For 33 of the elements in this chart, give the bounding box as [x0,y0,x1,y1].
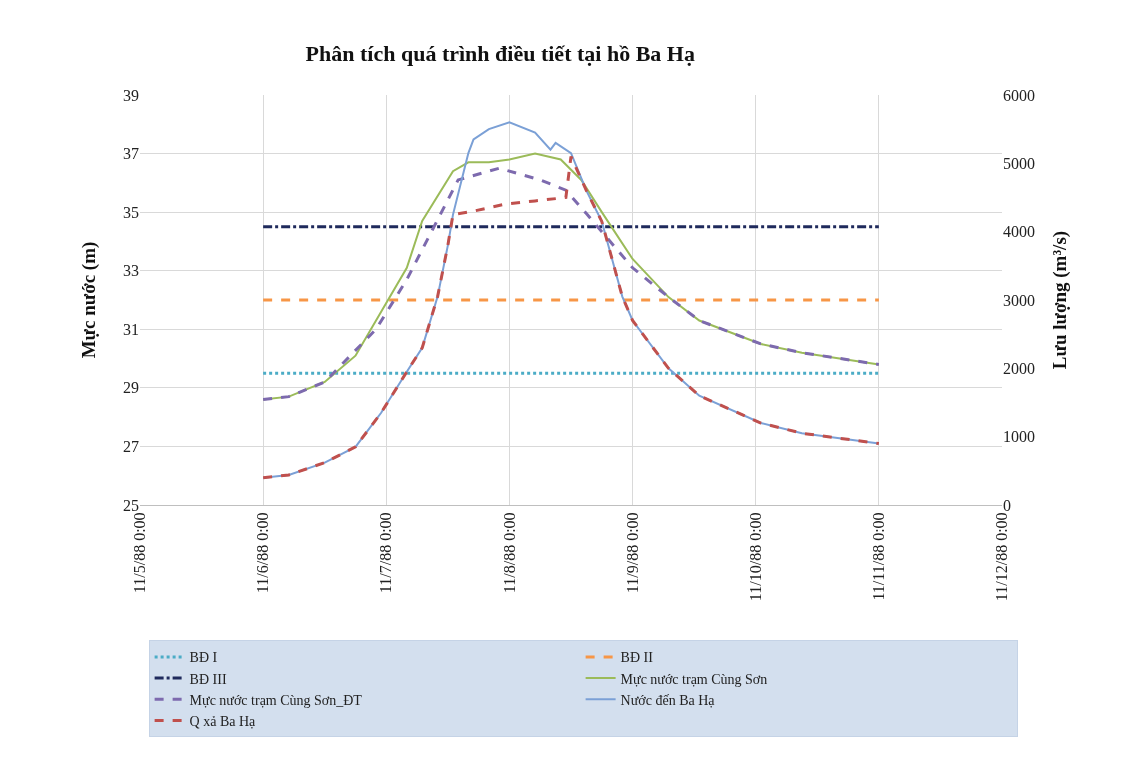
y2-tick-label: 0 [1003,496,1011,514]
y-tick-label: 37 [123,145,139,163]
y-tick-label: 29 [123,379,139,397]
y-tick-label: 35 [123,203,139,221]
legend-label: BĐ II [620,650,654,666]
x-tick-label: 11/6/88 0:00 [254,512,272,594]
legend-label: Nước đến Ba Hạ [620,692,716,708]
y-tick-label: 39 [123,86,139,104]
legend-label: Mực nước trạm Cùng Sơn_ĐT [189,692,363,708]
y-tick-label: 25 [123,496,139,514]
y-tick-label: 31 [123,320,139,338]
y2-tick-label: 3000 [1003,291,1035,309]
y2-tick-label: 4000 [1003,223,1035,241]
y-tick-label: 27 [123,438,139,456]
y2-tick-label: 2000 [1003,359,1035,377]
x-tick-label: 11/5/88 0:00 [131,512,149,594]
y2-tick-label: 5000 [1003,154,1035,172]
x-tick-label: 11/8/88 0:00 [500,512,518,594]
y2-tick-label: 1000 [1003,428,1035,446]
x-tick-label: 11/11/88 0:00 [870,512,888,601]
legend-label: Mực nước trạm Cùng Sơn [620,671,768,687]
x-tick-label: 11/7/88 0:00 [377,512,395,594]
legend-label: BĐ I [189,650,218,666]
y2-tick-label: 6000 [1003,86,1035,104]
x-tick-label: 11/10/88 0:00 [746,512,764,602]
x-tick-label: 11/12/88 0:00 [993,512,1011,602]
y2-axis-title: Lưu lượng (m³/s) [1048,230,1071,370]
legend-label: BĐ III [189,671,227,687]
legend-label: Q xả Ba Hạ [189,713,257,729]
y-tick-label: 33 [123,262,139,280]
y-axis-title: Mực nước (m) [77,241,100,359]
x-tick-label: 11/9/88 0:00 [623,512,641,594]
chart-title: Phân tích quá trình điều tiết tại hồ Ba Hạ [305,40,695,66]
